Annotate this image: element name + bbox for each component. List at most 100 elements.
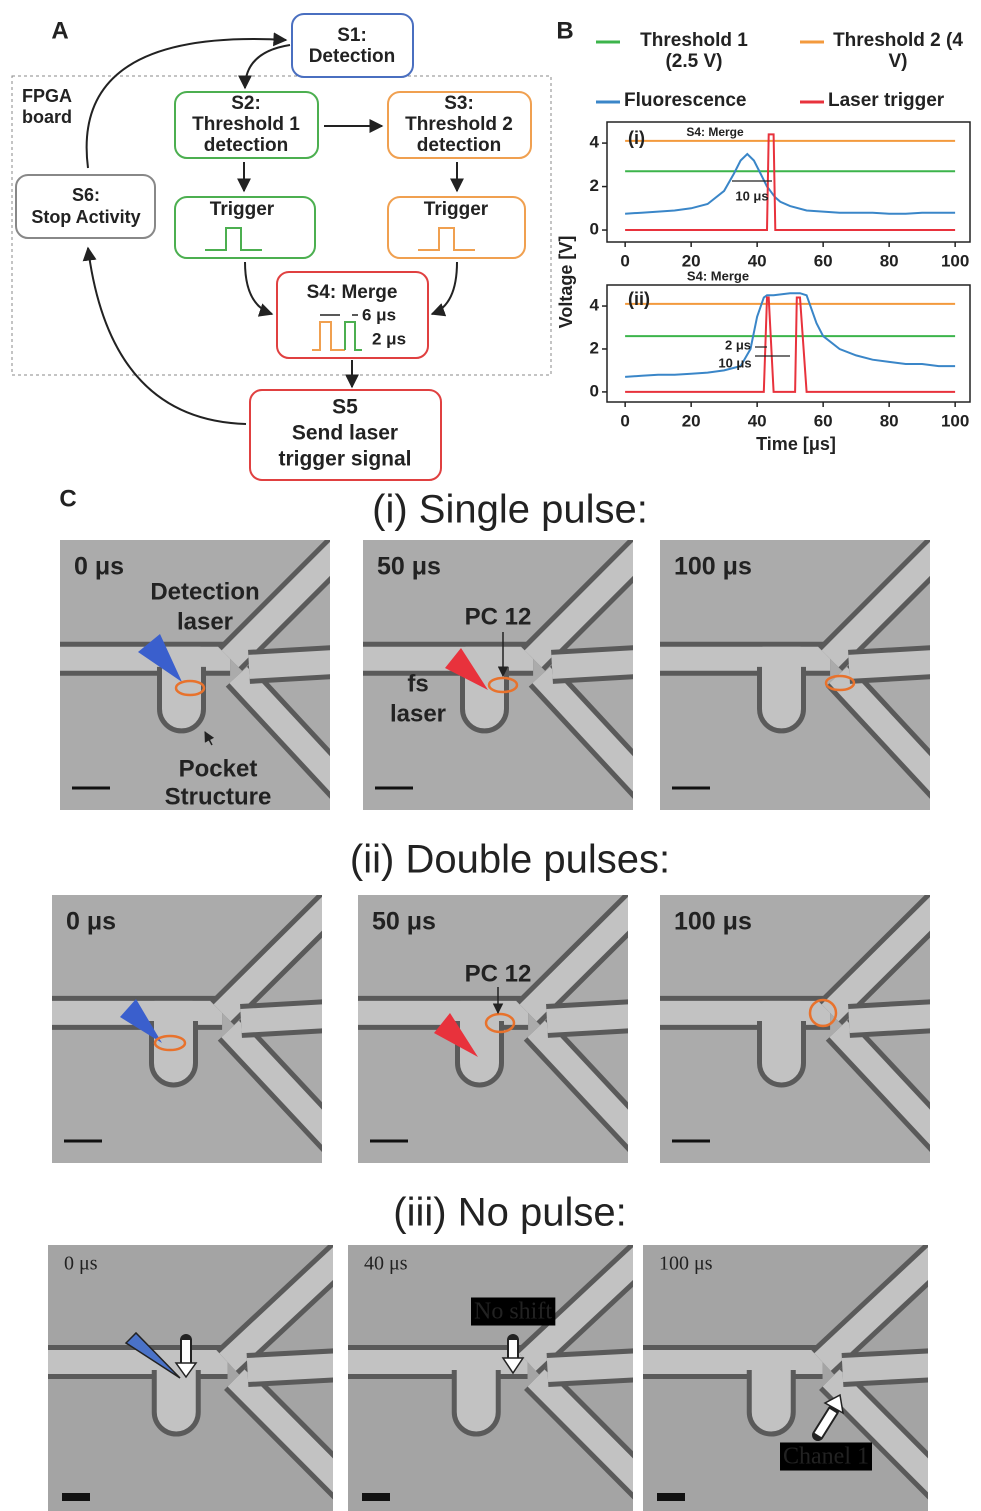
cell-marker <box>487 676 519 694</box>
x-tick-label: 20 <box>682 251 701 270</box>
laser-marker <box>120 999 162 1043</box>
legend-text: Threshold 2 (4 V) <box>833 30 963 72</box>
pointer <box>204 731 215 746</box>
box <box>387 196 526 259</box>
cell-marker <box>808 998 838 1028</box>
label: Stop Activity <box>31 207 140 227</box>
channel <box>546 1353 633 1383</box>
laser-marker <box>445 648 488 690</box>
box <box>174 91 319 159</box>
note: laser <box>390 700 446 727</box>
channel <box>546 1004 628 1033</box>
label: Trigger <box>210 199 275 220</box>
label: S6: <box>72 185 100 205</box>
x-tick-label: 0 <box>620 411 629 430</box>
time-label: 40 μs <box>364 1253 408 1275</box>
pulse <box>418 227 475 251</box>
note: PC 12 <box>465 603 532 630</box>
channel <box>841 1353 928 1383</box>
label: 2 μs <box>372 329 406 348</box>
x-tick-label: 80 <box>880 411 899 430</box>
white-head <box>174 1362 198 1379</box>
label: FPGA <box>22 86 72 106</box>
arrow <box>244 261 274 317</box>
annotation: 10 μs <box>735 188 768 203</box>
y-tick-label: 4 <box>590 296 600 315</box>
y-tick-label: 0 <box>590 220 599 239</box>
box <box>174 196 316 259</box>
label: Send laser <box>292 422 398 445</box>
arrow <box>85 32 288 169</box>
box <box>387 91 532 159</box>
micrograph: 0 μs <box>48 1245 333 1511</box>
micrograph-content <box>643 1245 928 1511</box>
channel <box>213 896 322 1022</box>
note: Detection <box>150 578 259 605</box>
time-label: 0 μs <box>66 908 116 936</box>
row-title: (iii) No pulse: <box>393 1191 626 1235</box>
pocket-wall <box>451 1370 501 1437</box>
micrograph-content <box>348 1245 633 1511</box>
arrow <box>430 261 458 317</box>
channel <box>519 1247 633 1371</box>
channel <box>219 1247 333 1371</box>
channel <box>822 1369 928 1493</box>
channel <box>248 650 330 679</box>
series-line <box>625 296 956 393</box>
arrow <box>82 246 247 425</box>
label: detection <box>417 135 501 156</box>
pocket-wall <box>151 1370 201 1437</box>
y-tick-label: 2 <box>590 176 599 195</box>
note-bg <box>780 1442 872 1471</box>
label: trigger signal <box>278 448 411 471</box>
x-tick-label: 20 <box>682 411 701 430</box>
x-axis-label: Time [μs] <box>756 434 836 454</box>
micrograph-content <box>358 895 628 1163</box>
label: Detection <box>309 46 396 67</box>
note: fs <box>407 670 428 697</box>
time-label: 0 μs <box>74 553 124 581</box>
box <box>291 13 414 78</box>
x-tick-label: 100 <box>941 411 969 430</box>
label: S3: <box>444 93 474 114</box>
channel-join <box>752 1350 791 1381</box>
annotation: (i) <box>628 128 645 148</box>
channel <box>551 650 633 679</box>
annotation: (ii) <box>628 289 650 309</box>
pocket-wall <box>455 1020 504 1088</box>
label: S5 <box>332 396 358 419</box>
channel <box>814 1247 928 1371</box>
time-label: 100 μs <box>659 1253 713 1275</box>
micrograph: 50 μs PC 12 fs laser <box>363 540 633 810</box>
micrograph: 0 μs <box>52 895 322 1163</box>
pocket-wall <box>746 1370 796 1437</box>
x-tick-label: 100 <box>941 251 969 270</box>
micrograph-content <box>660 895 930 1163</box>
series-line <box>625 152 956 215</box>
box <box>249 389 442 481</box>
channel <box>848 650 930 679</box>
panel-label: B <box>556 17 573 44</box>
micrograph-content <box>52 895 322 1163</box>
fpga-board <box>11 75 552 376</box>
micrograph-content <box>660 540 930 810</box>
channel <box>221 1020 322 1145</box>
time-label: 100 μs <box>674 553 752 581</box>
white-head <box>823 1393 844 1415</box>
channel <box>527 1369 633 1493</box>
laser-marker <box>138 634 182 682</box>
annotation: 10 μs <box>718 355 751 370</box>
channel-join <box>154 1000 193 1031</box>
plot-frame <box>606 121 971 243</box>
label: S4: Merge <box>307 282 398 303</box>
row-title: (i) Single pulse: <box>372 488 648 532</box>
legend-entry: Threshold 1 (2.5 V) <box>640 30 748 72</box>
channel <box>829 1020 930 1145</box>
pulse <box>205 227 262 251</box>
micrograph-content <box>48 1245 333 1511</box>
channel-join <box>457 1350 496 1381</box>
channel <box>519 896 628 1022</box>
pocket-wall <box>157 666 206 734</box>
x-tick-label: 40 <box>748 251 767 270</box>
